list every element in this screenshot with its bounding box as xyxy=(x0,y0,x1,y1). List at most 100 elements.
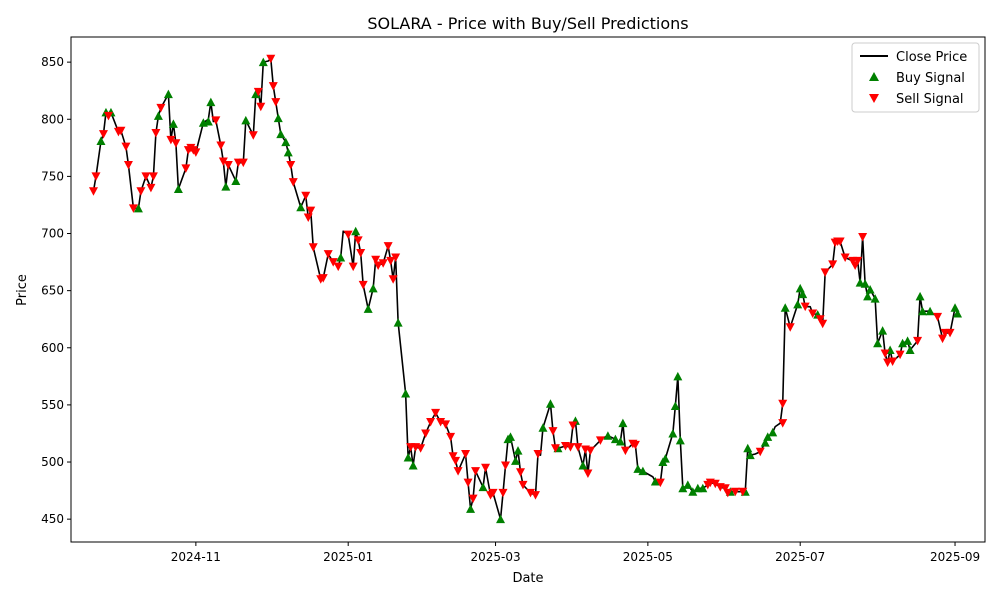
plot-area xyxy=(88,54,963,524)
sell-signal-marker xyxy=(353,236,363,245)
buy-signal-marker xyxy=(675,435,685,445)
sell-signal-marker xyxy=(253,87,263,97)
sell-signal-marker xyxy=(166,135,176,145)
sell-signal-marker xyxy=(421,429,431,438)
sell-signal-marker xyxy=(720,484,730,493)
sell-signal-marker xyxy=(386,256,396,266)
sell-signal-marker xyxy=(308,243,318,252)
buy-signal-marker xyxy=(283,147,293,157)
buy-signal-marker xyxy=(351,226,361,236)
sell-signal-marker xyxy=(238,158,248,168)
buy-signal-marker xyxy=(743,443,753,453)
sell-signal-marker xyxy=(356,248,366,258)
sell-signal-marker xyxy=(595,436,605,445)
sell-signal-marker xyxy=(256,102,266,112)
buy-signal-marker xyxy=(618,418,628,428)
x-tick-label: 2025-03 xyxy=(470,550,520,564)
sell-signal-marker xyxy=(141,172,151,181)
buy-signal-marker xyxy=(650,476,660,486)
buy-signal-marker xyxy=(273,113,283,123)
buy-signal-marker xyxy=(780,303,790,312)
sell-signal-marker xyxy=(191,148,201,157)
y-tick-label: 750 xyxy=(41,169,64,183)
sell-signal-marker xyxy=(710,479,720,489)
buy-signal-marker xyxy=(173,184,183,193)
sell-signal-marker xyxy=(136,187,146,196)
sell-signal-marker xyxy=(248,131,258,140)
buy-signal-marker xyxy=(133,203,143,213)
sell-signal-marker xyxy=(468,494,478,504)
buy-signal-marker xyxy=(506,432,516,441)
sell-signal-marker xyxy=(516,468,526,477)
legend-sell-label: Sell Signal xyxy=(896,92,964,107)
buy-signal-marker xyxy=(918,306,928,316)
buy-signal-marker xyxy=(96,136,106,145)
sell-signal-marker xyxy=(323,250,333,259)
sell-signal-marker xyxy=(223,160,233,170)
buy-signal-marker xyxy=(870,294,880,303)
buy-signal-marker xyxy=(903,336,913,345)
sell-signal-marker xyxy=(268,82,278,91)
buy-signal-marker xyxy=(953,308,963,318)
buy-signal-marker xyxy=(251,89,261,99)
buy-signal-marker xyxy=(403,452,413,462)
buy-signal-marker xyxy=(763,432,773,441)
buy-signal-marker xyxy=(393,318,403,327)
buy-signal-marker xyxy=(760,438,770,447)
sell-signal-marker xyxy=(888,357,898,366)
sell-signal-marker xyxy=(348,262,358,272)
buy-signal-marker xyxy=(860,279,870,288)
sell-signal-marker xyxy=(373,261,383,271)
buy-signal-marker xyxy=(683,480,693,489)
buy-signal-marker xyxy=(698,483,708,493)
sell-signal-marker xyxy=(583,469,593,478)
close-price-line xyxy=(92,57,959,520)
sell-signal-marker xyxy=(333,262,343,272)
sell-signal-marker xyxy=(453,467,463,476)
sell-signal-marker xyxy=(463,478,473,488)
sell-signal-marker xyxy=(441,420,451,429)
y-tick-label: 600 xyxy=(41,341,64,355)
buy-signal-marker xyxy=(368,283,378,293)
buy-signal-marker xyxy=(281,137,291,147)
buy-signal-marker xyxy=(793,299,803,309)
buy-signal-marker xyxy=(678,483,688,493)
chart-title: SOLARA - Price with Buy/Sell Predictions xyxy=(367,14,688,33)
buy-signal-marker xyxy=(538,423,548,432)
legend-buy-marker xyxy=(869,72,879,81)
sell-signal-marker xyxy=(800,302,810,312)
buy-signal-marker xyxy=(768,427,778,437)
sell-signal-marker xyxy=(328,258,338,267)
sell-signal-marker xyxy=(91,172,101,181)
x-tick-label: 2024-11 xyxy=(171,550,221,564)
sell-signal-marker xyxy=(778,399,788,409)
sell-signal-marker xyxy=(451,456,461,466)
sell-signal-marker xyxy=(436,418,446,427)
buy-signal-marker xyxy=(203,117,213,126)
buy-signal-marker xyxy=(163,89,173,99)
buy-signal-marker xyxy=(905,345,915,355)
buy-signal-marker xyxy=(276,129,286,139)
buy-signal-marker xyxy=(668,428,678,438)
buy-signal-marker xyxy=(915,291,925,301)
buy-signal-marker xyxy=(466,504,476,513)
buy-signal-marker xyxy=(660,454,670,463)
sell-signal-marker xyxy=(306,206,316,216)
sell-signal-marker xyxy=(123,160,133,170)
sell-signal-marker xyxy=(568,421,578,430)
buy-signal-marker xyxy=(745,450,755,460)
sell-signal-marker xyxy=(271,98,281,107)
buy-signal-marker xyxy=(258,57,268,67)
plot-frame xyxy=(70,36,986,543)
sell-signal-marker xyxy=(383,242,393,251)
legend-sell-marker xyxy=(869,94,879,103)
sell-signal-marker xyxy=(371,255,381,265)
x-tick-label: 2025-07 xyxy=(775,550,825,564)
x-tick-label: 2025-09 xyxy=(930,550,980,564)
sell-signal-marker xyxy=(216,141,226,151)
sell-signal-marker xyxy=(426,418,436,427)
sell-signal-marker xyxy=(171,139,181,148)
sell-signal-marker xyxy=(148,172,158,181)
y-tick-label: 700 xyxy=(41,227,64,241)
sell-signal-marker xyxy=(431,408,441,418)
